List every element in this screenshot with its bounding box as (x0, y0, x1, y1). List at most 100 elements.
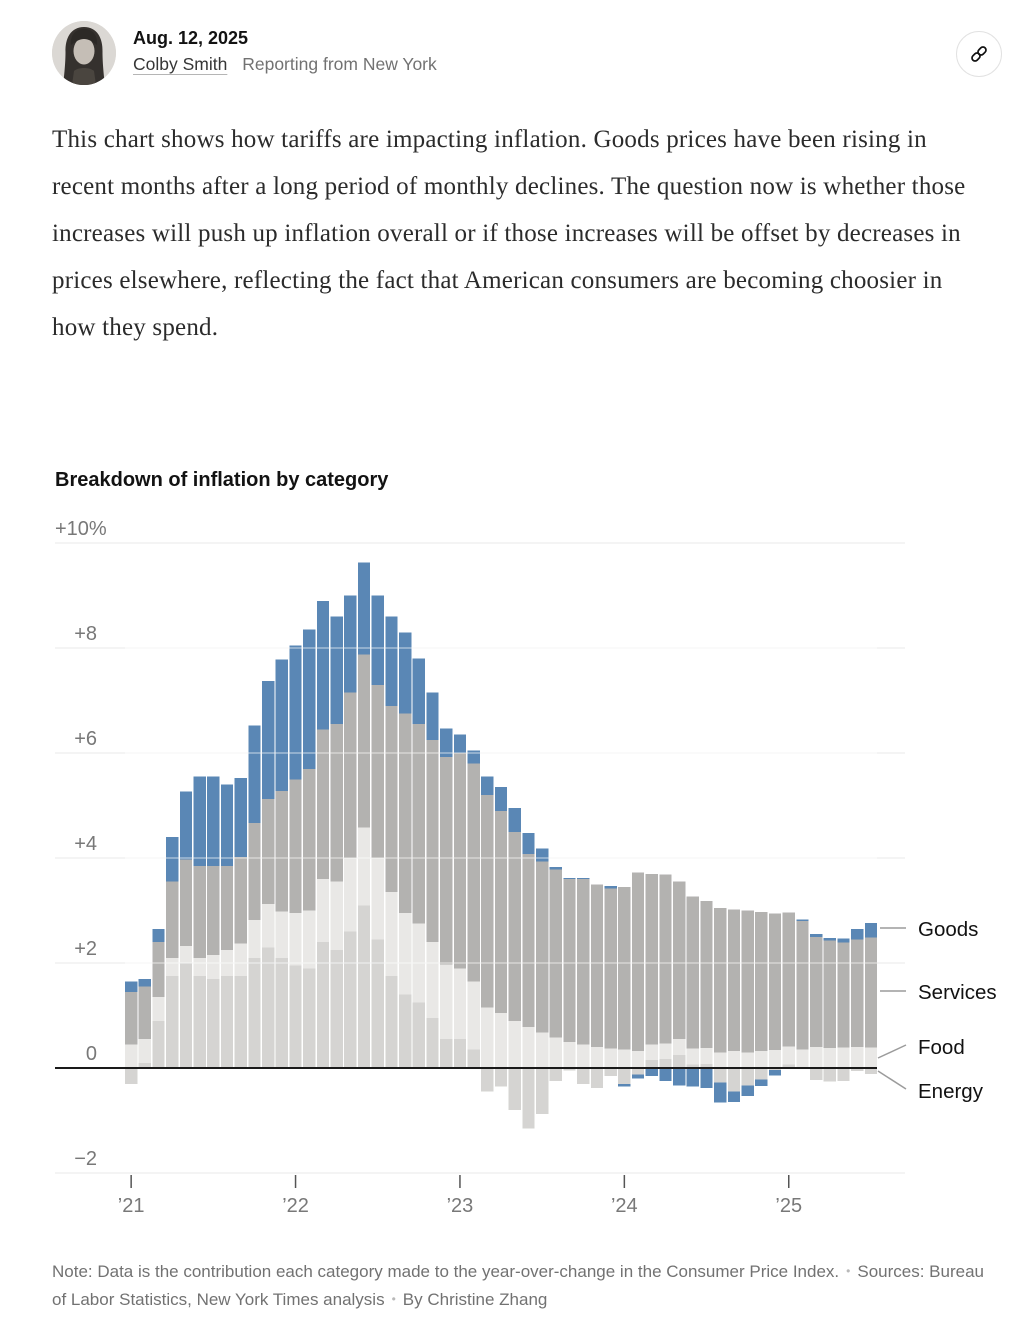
bar-segment-food (371, 858, 384, 940)
bar-segment-energy (700, 1063, 713, 1068)
bar-segment-services (631, 872, 645, 1052)
note-text: Note: Data is the contribution each cate… (52, 1262, 840, 1281)
bar-segment-food (618, 1049, 631, 1068)
bar-segment-services (125, 991, 138, 1045)
bar-segment-services (179, 859, 193, 947)
bar-segment-food (344, 858, 357, 932)
bar-segment-food (741, 1052, 754, 1068)
bar-segment-energy (659, 1059, 672, 1068)
bar-segment-services (714, 907, 727, 1053)
bar-segment-energy (262, 947, 275, 1068)
bar-segment-goods (467, 750, 480, 764)
bar-segment-services (494, 810, 508, 1013)
bar-segment-food (399, 913, 412, 995)
bar-segment-food (577, 1044, 590, 1068)
bar-segment-goods (796, 919, 809, 921)
bar-segment-goods (494, 787, 508, 811)
bar-segment-energy (207, 978, 220, 1068)
bar-segment-services (385, 705, 398, 893)
bar-segment-food (330, 881, 343, 950)
bar-segment-services (796, 921, 809, 1050)
bar-segment-goods (727, 1091, 741, 1103)
bar-segment-energy (289, 965, 302, 1068)
bar-segment-goods (207, 776, 220, 866)
inflation-stacked-bar-chart: +10% +8 +6 +4 +2 0 −2 ’21 ’22 ’23 ’24 ’25 Goods Servi… (55, 518, 997, 1217)
bar-segment-goods (659, 1068, 672, 1082)
legend-pointer-food (877, 1044, 907, 1059)
chart-note: Note: Data is the contribution each cate… (52, 1258, 998, 1313)
bar-segment-goods (549, 866, 562, 870)
bar-segment-energy (563, 1068, 576, 1071)
legend-label-goods: Goods (918, 918, 978, 941)
bar-segment-goods (577, 877, 590, 879)
bar-segment-food (645, 1044, 658, 1061)
bar-segment-services (659, 874, 672, 1044)
bar-segment-food (536, 1032, 549, 1068)
bar-segment-goods (316, 600, 330, 730)
bar-segment-goods (275, 659, 288, 791)
bar-segment-energy (399, 994, 412, 1068)
bar-segment-food (631, 1051, 645, 1068)
author-location: Reporting from New York (242, 54, 437, 74)
bar-segment-services (371, 684, 384, 858)
bar-segment-energy (714, 1068, 727, 1083)
bar-segment-energy (330, 949, 343, 1068)
bar-segment-goods (481, 776, 494, 795)
bar-segment-food (864, 1047, 878, 1068)
sources-text: Sources: Bureau of Labor Statistics, New… (52, 1262, 984, 1309)
bar-segment-services (220, 865, 234, 950)
bar-segment-goods (453, 734, 467, 753)
bar-segment-food (440, 964, 453, 1040)
bar-segment-food (508, 1020, 521, 1068)
bar-segment-food (193, 957, 206, 977)
bar-segment-energy (522, 1068, 535, 1129)
bar-segment-energy (590, 1068, 604, 1088)
bar-segment-food (714, 1052, 727, 1068)
author-link[interactable]: Colby Smith (133, 54, 228, 74)
byline: Colby Smith Reporting from New York (133, 54, 437, 75)
bar-segment-services (453, 753, 467, 969)
bar-segment-food (494, 1012, 508, 1068)
bar-segment-goods (385, 616, 398, 706)
bar-segment-services (645, 873, 658, 1045)
bar-segment-energy (344, 931, 357, 1068)
bar-segment-goods (851, 928, 864, 940)
bar-segment-food (453, 968, 467, 1040)
bar-segment-goods (166, 837, 179, 882)
bar-segment-goods (289, 645, 302, 780)
bar-segment-energy (810, 1068, 823, 1081)
bar-segment-goods (220, 784, 234, 866)
bar-segment-food (823, 1048, 836, 1068)
bar-segment-energy (645, 1060, 658, 1068)
bar-segment-food (522, 1027, 535, 1068)
x-axis-label: ’24 (611, 1195, 638, 1217)
bar-segment-services (618, 886, 631, 1050)
bar-segment-energy (508, 1068, 521, 1110)
bar-segment-energy (631, 1068, 645, 1075)
bar-segment-energy (618, 1068, 631, 1084)
bar-segment-food (659, 1043, 672, 1060)
bar-segment-food (604, 1048, 617, 1068)
bar-segment-goods (508, 808, 521, 832)
bar-segment-services (823, 940, 836, 1049)
bar-segment-goods (179, 791, 193, 860)
bar-segment-goods (604, 885, 617, 889)
separator-dot: • (391, 1291, 396, 1306)
bar-segment-goods (412, 658, 425, 725)
share-link-button[interactable] (956, 31, 1002, 77)
bar-segment-services (700, 901, 713, 1049)
bar-segment-energy (193, 976, 206, 1068)
bar-segment-energy (837, 1068, 850, 1082)
bar-segment-services (864, 937, 878, 1048)
bar-segment-food (851, 1047, 864, 1068)
bar-segment-energy (234, 976, 247, 1068)
bar-segment-food (166, 957, 179, 977)
bar-segment-energy (125, 1068, 138, 1084)
bar-segment-services (234, 856, 247, 944)
legend-label-food: Food (918, 1036, 965, 1059)
author-avatar (52, 21, 116, 85)
bar-segment-energy (138, 1062, 151, 1068)
legend-label-services: Services (918, 981, 997, 1004)
bar-segment-goods (631, 1074, 645, 1079)
bar-segment-energy (536, 1068, 549, 1115)
